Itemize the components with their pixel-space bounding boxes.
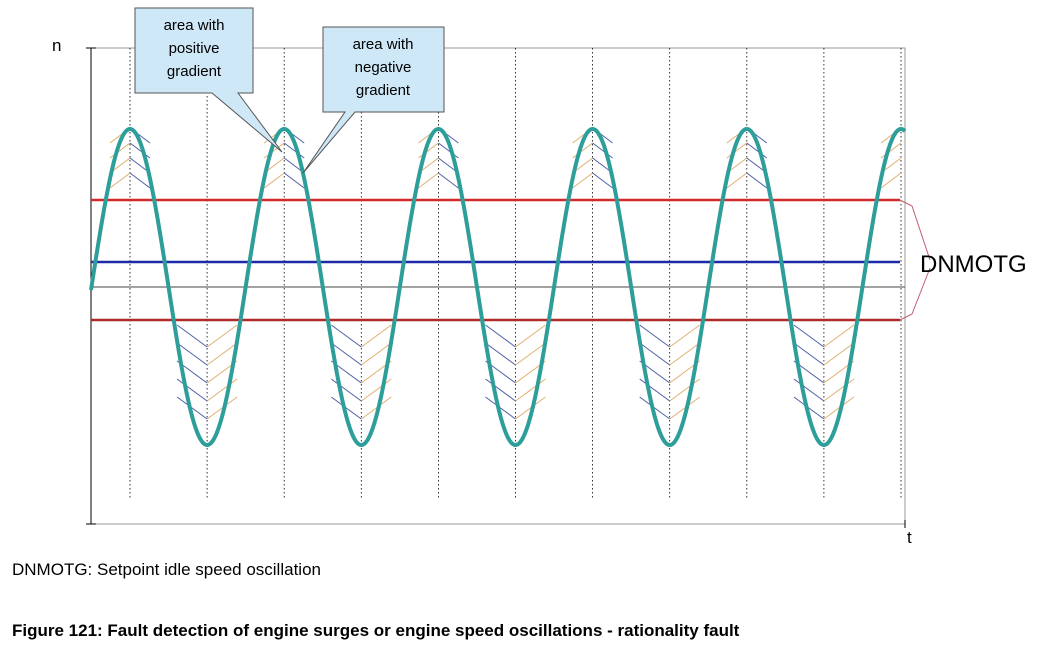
hatch-line: [823, 324, 855, 348]
hatch-line: [515, 378, 546, 402]
hatch-line: [880, 172, 902, 189]
hatch-line: [283, 172, 305, 189]
hatch-line: [331, 378, 362, 402]
hatch-line: [206, 342, 238, 366]
hatch-line: [485, 324, 516, 348]
callout-negative-line2: negative: [355, 59, 412, 76]
hatch-line: [639, 324, 670, 348]
hatch-line: [793, 378, 825, 402]
y-axis-label: n: [52, 36, 61, 55]
hatch-line: [109, 172, 131, 189]
hatch-line: [263, 172, 285, 189]
hatch-line: [726, 142, 748, 159]
hatch-line: [418, 142, 439, 159]
hatch-line: [176, 378, 208, 402]
hatch-line: [485, 396, 516, 420]
hatch-line: [176, 324, 208, 348]
hatch-line: [109, 142, 131, 159]
hatch-line: [793, 396, 825, 420]
vertical-gridlines: [129, 48, 902, 498]
hatch-line: [283, 142, 305, 159]
hatch-line: [176, 342, 208, 366]
threshold-label: DNMOTG: [920, 251, 1027, 278]
hatch-line: [129, 172, 151, 189]
hatch-line: [438, 172, 459, 189]
hatch-line: [572, 142, 593, 159]
hatch-line: [639, 396, 670, 420]
hatch-line: [361, 324, 392, 348]
callout-negative-gradient: area with negative gradient: [302, 26, 445, 174]
x-axis-label: t: [907, 528, 912, 547]
hatch-line: [592, 142, 613, 159]
callout-positive-line3: gradient: [167, 63, 222, 80]
hatch-line: [746, 142, 768, 159]
hatch-line: [669, 378, 700, 402]
hatch-line: [823, 396, 855, 420]
hatch-line: [331, 396, 362, 420]
hatch-line: [592, 172, 613, 189]
hatch-line: [485, 378, 516, 402]
hatch-line: [572, 172, 593, 189]
hatch-line: [331, 342, 362, 366]
hatch-line: [206, 324, 238, 348]
hatch-line: [361, 396, 392, 420]
engine-speed-signal: [89, 127, 907, 447]
hatch-line: [515, 324, 546, 348]
figure-caption: Figure 121: Fault detection of engine su…: [12, 621, 740, 640]
hatch-line: [515, 396, 546, 420]
hatch-line: [485, 342, 516, 366]
hatch-line: [263, 142, 285, 159]
oscillation-diagram: area with positive gradient area with ne…: [52, 7, 1027, 547]
hatch-line: [361, 378, 392, 402]
hatch-line: [361, 342, 392, 366]
hatch-line: [515, 342, 546, 366]
hatch-line: [823, 342, 855, 366]
hatch-line: [639, 378, 670, 402]
hatch-line: [206, 378, 238, 402]
callout-positive-line1: area with: [164, 17, 225, 34]
callout-positive-line2: positive: [169, 40, 220, 57]
callout-negative-line3: gradient: [356, 82, 411, 99]
lower-bracket-line: [899, 267, 931, 321]
hatch-line: [438, 142, 459, 159]
hatch-line: [880, 142, 902, 159]
hatch-line: [746, 172, 768, 189]
hatch-line: [726, 172, 748, 189]
hatch-line: [176, 396, 208, 420]
callout-positive-gradient: area with positive gradient: [134, 7, 283, 153]
callout-negative-line1: area with: [353, 36, 414, 53]
upper-bracket-line: [899, 199, 931, 261]
legend-note: DNMOTG: Setpoint idle speed oscillation: [12, 560, 321, 579]
hatch-line: [823, 378, 855, 402]
hatch-line: [129, 142, 151, 159]
hatch-line: [793, 324, 825, 348]
hatch-line: [669, 396, 700, 420]
hatch-line: [793, 342, 825, 366]
hatch-line: [669, 324, 700, 348]
hatch-line: [331, 324, 362, 348]
hatch-line: [639, 342, 670, 366]
hatch-line: [669, 342, 700, 366]
hatch-line: [206, 396, 238, 420]
plot-frame: [90, 47, 906, 525]
hatch-line: [418, 172, 439, 189]
